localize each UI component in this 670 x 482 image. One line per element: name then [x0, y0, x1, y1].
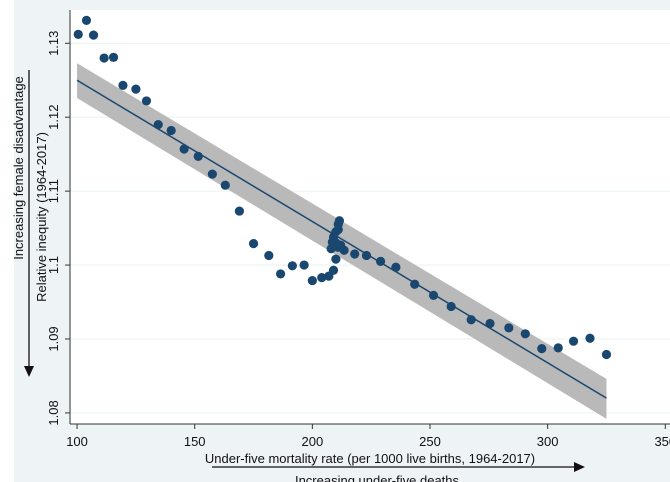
data-point — [466, 315, 476, 325]
data-point — [361, 250, 372, 261]
data-point — [248, 239, 259, 249]
x-arrow-head — [574, 462, 585, 472]
data-point — [207, 169, 217, 179]
fit-line — [76, 79, 607, 399]
data-point — [350, 249, 360, 259]
data-point — [73, 29, 83, 39]
data-point — [446, 301, 456, 312]
data-point — [504, 323, 514, 333]
plot-background — [70, 10, 670, 424]
data-point — [375, 256, 386, 266]
data-point — [585, 333, 595, 343]
data-point — [81, 15, 92, 25]
data-point — [131, 84, 141, 94]
data-point — [166, 125, 176, 136]
data-point — [307, 275, 317, 286]
data-point — [485, 318, 495, 329]
data-point — [153, 119, 163, 130]
data-point — [99, 53, 109, 63]
data-point — [333, 224, 343, 235]
data-point — [334, 216, 345, 226]
data-point — [88, 30, 99, 40]
scatter-points — [73, 15, 612, 360]
data-point — [234, 206, 245, 216]
y-tick-label: 1.13 — [46, 31, 61, 56]
data-point — [118, 80, 128, 91]
x-tick-label: 250 — [419, 434, 441, 449]
data-point — [339, 245, 349, 255]
x-axis-title: Under-five mortality rate (per 1000 live… — [205, 451, 535, 466]
data-point — [568, 336, 579, 346]
data-point — [108, 52, 119, 62]
y-direction-label: Increasing female disadvantage — [11, 76, 26, 260]
data-point — [391, 262, 401, 272]
data-point — [287, 261, 297, 271]
y-tick-label: 1.11 — [46, 179, 61, 203]
data-point — [428, 290, 439, 300]
y-ticks: 1.08 1.09 1.1 1.11 1.12 1.13 — [46, 31, 70, 426]
x-direction-label: Increasing under-five deaths — [295, 473, 460, 482]
data-point — [410, 279, 420, 289]
data-point — [299, 260, 309, 270]
x-tick-label: 350 — [654, 434, 670, 449]
x-ticks: 100 150 200 250 300 350 — [66, 424, 670, 449]
data-point — [520, 329, 530, 339]
x-tick-label: 200 — [302, 434, 324, 449]
data-point — [193, 151, 203, 161]
y-tick-label: 1.08 — [46, 400, 61, 425]
data-point — [331, 254, 341, 264]
y-arrow-head — [24, 366, 34, 377]
data-point — [264, 250, 274, 261]
data-point — [553, 343, 563, 353]
x-tick-label: 150 — [184, 434, 206, 449]
y-tick-label: 1.09 — [46, 326, 61, 351]
data-point — [537, 343, 547, 354]
y-tick-label: 1.12 — [46, 105, 61, 130]
y-tick-label: 1.1 — [46, 256, 61, 274]
data-point — [317, 273, 327, 283]
data-point — [601, 349, 612, 360]
data-point — [328, 265, 339, 275]
data-point — [275, 269, 286, 279]
data-point — [141, 96, 152, 106]
x-tick-label: 300 — [537, 434, 559, 449]
data-point — [220, 180, 230, 190]
y-axis-title: Relative inequity (1964-2017) — [34, 132, 49, 302]
x-tick-label: 100 — [66, 434, 88, 449]
data-point — [179, 144, 189, 154]
